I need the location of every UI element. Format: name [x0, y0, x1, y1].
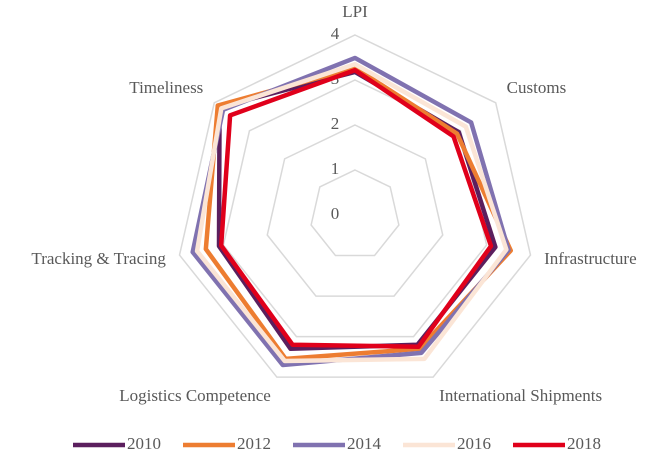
- y-tick-label: 1: [331, 159, 340, 178]
- series-line: [203, 65, 513, 362]
- grid-ring: [178, 34, 532, 378]
- legend-label: 2018: [567, 434, 601, 453]
- series-line: [218, 67, 494, 350]
- category-label: International Shipments: [439, 386, 602, 405]
- category-label: LPI: [342, 2, 368, 21]
- legend-label: 2012: [237, 434, 271, 453]
- y-tick-label: 2: [331, 114, 340, 133]
- category-label: Infrastructure: [544, 249, 637, 268]
- y-tick-label: 4: [331, 24, 340, 43]
- legend-label: 2016: [457, 434, 491, 453]
- grid-ring: [310, 169, 400, 257]
- category-label: Tracking & Tracing: [31, 249, 166, 268]
- category-label: Customs: [507, 78, 567, 97]
- category-label: Logistics Competence: [119, 386, 271, 405]
- grid-ring: [266, 124, 444, 297]
- category-label: Timeliness: [129, 78, 203, 97]
- legend-label: 2010: [127, 434, 161, 453]
- series-line: [194, 62, 509, 364]
- legend-label: 2014: [347, 434, 382, 453]
- y-tick-label: 0: [331, 204, 340, 223]
